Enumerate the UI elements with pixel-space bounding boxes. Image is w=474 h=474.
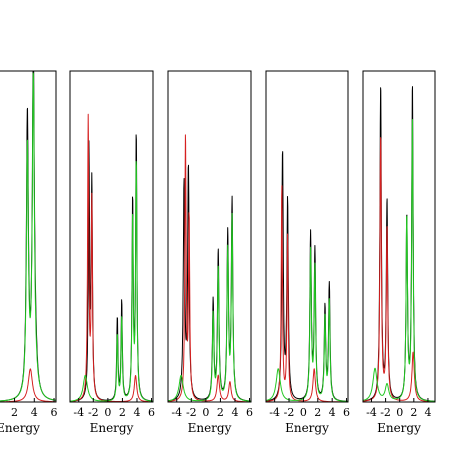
panel-frame bbox=[167, 70, 252, 403]
x-tick-label: 0 bbox=[202, 406, 209, 419]
x-tick-label: 2 bbox=[119, 406, 126, 419]
dos-curve-5-1 bbox=[362, 86, 436, 402]
x-tick-label: 6 bbox=[51, 406, 58, 419]
panel-frame bbox=[362, 70, 436, 403]
x-tick-label: 0 bbox=[300, 406, 307, 419]
x-tick-label: 0 bbox=[104, 406, 111, 419]
x-axis-label: Energy bbox=[188, 421, 232, 435]
panel-frame bbox=[69, 70, 154, 403]
x-tick-label: 4 bbox=[133, 406, 140, 419]
dos-curve-3-3 bbox=[167, 212, 252, 402]
dos-curve-3-1 bbox=[167, 164, 252, 402]
dos-curve-3-2 bbox=[167, 134, 252, 403]
dos-panel-2: -4 -2 0 2 4 6 Energy bbox=[69, 70, 155, 435]
x-axis-label: Energy bbox=[0, 421, 40, 435]
x-tick-label: -4 bbox=[73, 406, 84, 419]
x-tick-label: 4 bbox=[424, 406, 431, 419]
dos-panel-4: -4 -2 0 2 4 6 Energy bbox=[265, 70, 350, 435]
panel-frame bbox=[265, 70, 349, 403]
x-tick-label: 4 bbox=[329, 406, 336, 419]
x-tick-label: 0 bbox=[396, 406, 403, 419]
dos-curve-4-3 bbox=[265, 246, 349, 402]
x-tick-label: 6 bbox=[246, 406, 253, 419]
x-tick-label: 4 bbox=[31, 406, 38, 419]
x-tick-label: 2 bbox=[314, 406, 321, 419]
x-tick-label: -4 bbox=[366, 406, 377, 419]
x-tick-label: -4 bbox=[269, 406, 280, 419]
dos-curve-2-2 bbox=[69, 113, 154, 403]
dos-panel-3: -4 -2 0 2 4 6 Energy bbox=[167, 70, 253, 435]
dos-curve-2-1 bbox=[69, 134, 154, 402]
x-tick-label: -2 bbox=[284, 406, 295, 419]
x-tick-label: -4 bbox=[171, 406, 182, 419]
x-axis-label: Energy bbox=[90, 421, 134, 435]
dos-curve-1-3 bbox=[0, 72, 57, 402]
x-tick-label: 6 bbox=[343, 406, 350, 419]
dos-curve-5-2 bbox=[362, 137, 436, 403]
dos-curve-4-1 bbox=[265, 151, 349, 402]
dos-curve-5-3 bbox=[362, 119, 436, 402]
x-tick-label: -2 bbox=[186, 406, 197, 419]
x-tick-label: -2 bbox=[88, 406, 99, 419]
dos-curve-2-3 bbox=[69, 161, 154, 402]
dos-curve-1-2 bbox=[0, 368, 57, 403]
x-axis-label: Energy bbox=[285, 421, 329, 435]
x-tick-label: -2 bbox=[380, 406, 391, 419]
x-axis-label: Energy bbox=[377, 421, 421, 435]
x-tick-label: 6 bbox=[148, 406, 155, 419]
panel-frame bbox=[0, 70, 57, 403]
x-tick-label: 2 bbox=[217, 406, 224, 419]
x-tick-label: 2 bbox=[410, 406, 417, 419]
x-tick-label: 4 bbox=[231, 406, 238, 419]
x-tick-label: 2 bbox=[11, 406, 18, 419]
